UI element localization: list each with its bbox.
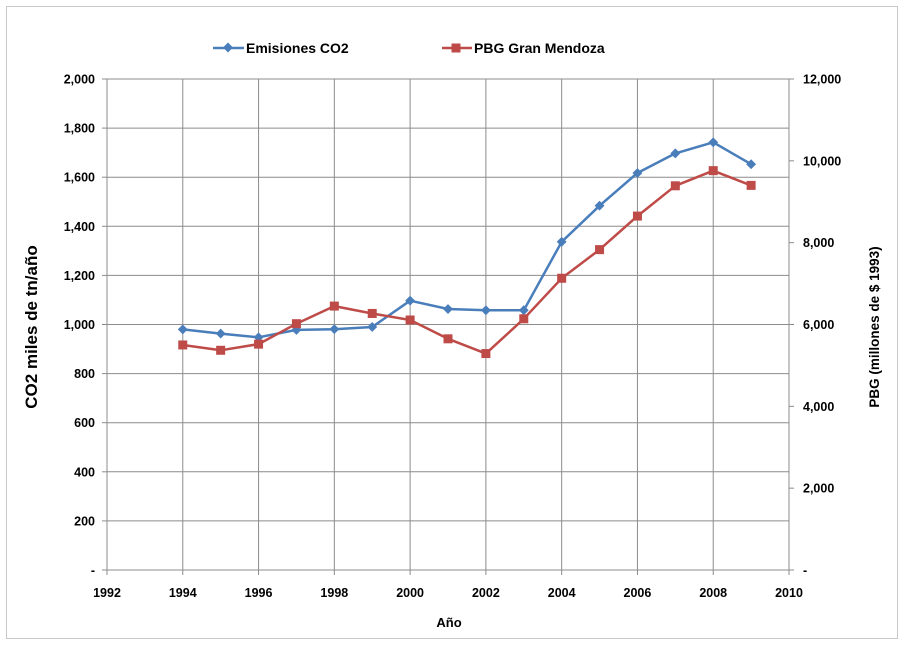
data-point-pbg — [632, 211, 642, 221]
legend: Emisiones CO2 PBG Gran Mendoza — [213, 40, 605, 56]
x-tick-label: 1998 — [320, 586, 348, 600]
data-point-emisiones — [708, 137, 719, 148]
x-tick-label: 1994 — [169, 586, 197, 600]
y-left-tick-label: 2,000 — [64, 73, 95, 87]
axes — [102, 78, 794, 575]
grid-lines — [106, 78, 790, 571]
y-left-tick-label: 1,800 — [64, 122, 95, 136]
data-point-pbg — [595, 245, 605, 255]
data-point-emisiones — [556, 236, 567, 247]
data-point-emisiones — [746, 159, 757, 170]
data-point-pbg — [367, 308, 377, 318]
series-layer — [177, 137, 757, 359]
data-point-emisiones — [405, 295, 416, 306]
x-axis-title: Año — [436, 615, 461, 630]
y-left-tick-label: 1,400 — [64, 220, 95, 234]
data-point-emisiones — [215, 328, 226, 339]
legend-marker-emisiones — [223, 42, 233, 53]
y-right-tick-label: 2,000 — [803, 482, 834, 496]
data-point-pbg — [557, 273, 567, 283]
data-point-emisiones — [329, 324, 340, 335]
data-point-pbg — [481, 349, 491, 359]
data-point-emisiones — [632, 168, 643, 178]
x-tick-label: 1992 — [93, 586, 121, 600]
data-point-pbg — [519, 314, 529, 324]
legend-item-emisiones: Emisiones CO2 — [213, 40, 349, 56]
data-point-emisiones — [367, 322, 378, 332]
x-tick-label: 2008 — [699, 586, 727, 600]
y-right-tick-label: 10,000 — [803, 154, 841, 168]
data-point-pbg — [178, 340, 188, 350]
y-axis-left-title: CO2 miles de tn/año — [22, 245, 41, 408]
tick-labels: - 200 400 600 800 1,000 1,200 1,400 1,600 1,800 2,… — [64, 73, 842, 601]
data-point-pbg — [216, 345, 226, 355]
x-tick-label: 2006 — [624, 586, 652, 600]
legend-marker-pbg — [451, 43, 461, 53]
y-left-tick-label: 800 — [74, 367, 95, 381]
data-point-pbg — [746, 180, 756, 190]
legend-label-pbg: PBG Gran Mendoza — [474, 40, 605, 56]
y-left-tick-label: - — [91, 564, 95, 578]
data-point-pbg — [443, 334, 453, 344]
y-left-tick-label: 400 — [74, 465, 95, 479]
data-point-emisiones — [177, 324, 188, 335]
data-point-emisiones — [594, 200, 605, 211]
x-tick-label: 2010 — [775, 586, 803, 600]
chart-frame — [6, 6, 898, 639]
series-line-emisiones — [182, 141, 752, 339]
x-tick-label: 2000 — [396, 586, 424, 600]
plot-area-border — [106, 78, 790, 571]
data-point-emisiones — [443, 304, 453, 314]
y-left-tick-label: 200 — [74, 514, 95, 528]
y-axis-right-title: PBG (millones de $ 1993) — [867, 246, 882, 407]
x-tick-label: 2004 — [548, 586, 576, 600]
series-line-pbg — [182, 169, 752, 355]
x-tick-label: 1996 — [245, 586, 273, 600]
y-right-tick-label: 8,000 — [803, 236, 834, 250]
y-right-tick-label: 12,000 — [803, 73, 841, 87]
data-point-pbg — [405, 315, 415, 325]
x-tick-label: 2002 — [472, 586, 500, 600]
legend-label-emisiones: Emisiones CO2 — [246, 40, 349, 56]
y-left-tick-label: 1,200 — [64, 269, 95, 283]
y-left-tick-label: 1,000 — [64, 318, 95, 332]
data-point-pbg — [254, 339, 264, 349]
y-left-tick-label: 600 — [74, 416, 95, 430]
data-point-emisiones — [480, 305, 491, 316]
y-right-tick-label: - — [803, 564, 807, 578]
data-point-pbg — [329, 301, 339, 311]
data-point-emisiones — [518, 305, 529, 316]
y-right-tick-label: 6,000 — [803, 318, 834, 332]
legend-item-pbg: PBG Gran Mendoza — [442, 40, 605, 56]
y-right-tick-label: 4,000 — [803, 400, 834, 414]
data-point-pbg — [670, 181, 680, 191]
data-point-emisiones — [670, 148, 681, 159]
data-point-pbg — [708, 166, 718, 176]
y-left-tick-label: 1,600 — [64, 171, 95, 185]
data-point-pbg — [291, 319, 301, 329]
